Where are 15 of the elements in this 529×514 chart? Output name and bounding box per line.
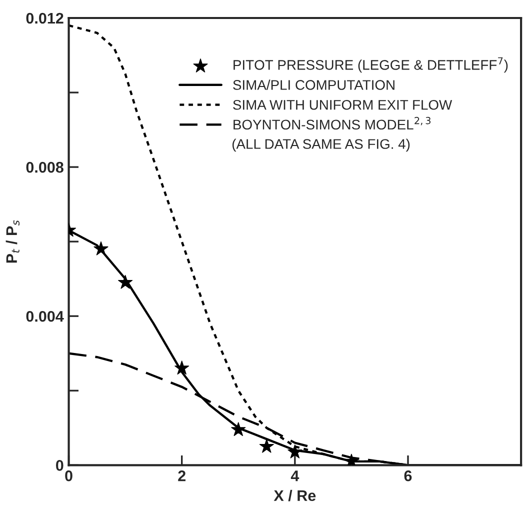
y-tick-label: 0.008 [26, 162, 64, 173]
y-tick-label: 0.004 [26, 310, 64, 322]
legend-label: BOYNTON-SIMONS MODEL$^{2,3}$ [234, 116, 431, 130]
legend-label: SIMA/PLI COMPUTATION [233, 80, 394, 90]
x-tick-label: 4 [290, 470, 300, 482]
x-tick-label: 2 [178, 470, 186, 482]
x-tick-label: 6 [404, 470, 412, 482]
y-tick-label: 0.012 [26, 12, 64, 24]
annotation: (ALL DATA SAME AS FIG. 4) [232, 138, 410, 152]
y-axis-title: P$_{t}$ / P$_{s}$ [6, 220, 20, 263]
y-tick-label: 0 [56, 460, 64, 471]
x-axis-title: X / Re [274, 490, 316, 502]
legend-label: PITOT PRESSURE (LEGGE & DETTLEFF$^{7}$) [234, 57, 508, 73]
legend-label: SIMA WITH UNIFORM EXIT FLOW [233, 100, 452, 110]
x-tick-label: 0 [65, 470, 72, 482]
